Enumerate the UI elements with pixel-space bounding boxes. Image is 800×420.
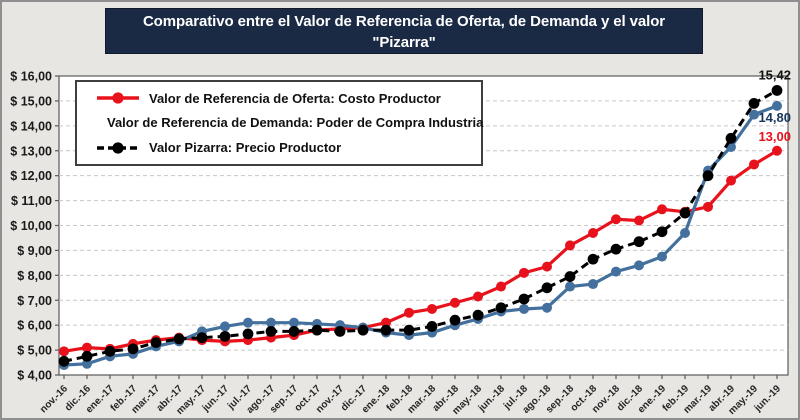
series-0-point [726,175,736,186]
series-2-point [403,324,415,336]
series-1-point [243,317,253,328]
series-0-point [82,342,92,353]
series-0-point [657,204,667,215]
legend-dot [112,92,124,104]
series-0-point [519,267,529,278]
y-tick-label: $ 16,00 [10,70,52,84]
series-1-point [289,317,299,328]
series-1-point [657,251,667,262]
series-0-point [427,303,437,314]
series-2-point [725,132,737,144]
series-0-point [473,291,483,302]
series-1-point [542,302,552,313]
y-tick-label: $ 10,00 [10,219,52,233]
series-0-point [772,145,782,156]
end-value-label: 14,80 [758,110,791,125]
series-0-point [749,159,759,170]
series-0-point [381,317,391,328]
series-1-point [634,260,644,271]
series-1-point [220,321,230,332]
series-1-point [749,109,759,120]
legend-label: Valor de Referencia de Demanda: Poder de… [107,115,484,131]
series-2-point [633,236,645,248]
series-2-point [127,343,139,355]
y-tick-label: $ 11,00 [11,194,52,208]
series-2-point [242,328,254,340]
series-2-point [541,282,553,294]
series-0-point [565,240,575,251]
legend: Valor de Referencia de Oferta: Costo Pro… [75,80,483,166]
series-2-point [173,333,185,345]
y-tick-label: $ 14,00 [10,119,52,133]
series-2-point [771,85,783,96]
series-2-point [81,350,93,362]
y-tick-label: $ 4,00 [17,369,52,383]
series-2-point [702,170,714,182]
y-tick-label: $ 6,00 [17,319,52,333]
legend-item-1: Valor de Referencia de Demanda: Poder de… [97,115,484,131]
series-0-point [588,227,598,238]
series-2-point [587,253,599,265]
end-value-label: 15,42 [758,67,791,82]
series-1-point [772,100,782,111]
series-2-point [656,226,668,238]
series-2-point [380,324,392,336]
series-2-point [495,302,507,314]
series-2-point [104,345,116,357]
legend-marker-icon [97,142,139,154]
series-2-point [311,324,323,336]
series-2-point [265,325,277,337]
series-2-point [150,337,162,349]
series-1-point [680,227,690,238]
series-2-point [564,271,576,282]
series-2-point [334,325,346,337]
legend-item-2: Valor Pizarra: Precio Productor [97,140,481,155]
series-0-point [496,281,506,292]
series-2-point [610,243,622,255]
series-1-point [266,317,276,328]
series-2-point [449,314,461,326]
series-2-point [518,293,530,305]
series-0-point [59,346,69,357]
series-2-point [472,309,484,321]
series-2-point [357,324,369,336]
legend-dot [112,142,124,154]
series-1-point [82,358,92,369]
legend-label: Valor Pizarra: Precio Productor [149,140,342,156]
series-0-point [404,307,414,318]
series-2-point [58,355,70,367]
series-2-point [426,321,438,332]
series-0-point [611,214,621,225]
series-0-point [634,215,644,226]
y-tick-label: $ 5,00 [17,344,52,358]
series-2-point [748,98,760,109]
series-2-point [196,332,208,344]
x-tick-label: nov.-16 [38,383,70,415]
series-0-point [450,297,460,308]
series-0-point [542,261,552,272]
y-tick-label: $ 12,00 [10,169,52,183]
series-2-point [219,330,231,342]
y-tick-label: $ 8,00 [17,269,52,283]
series-2-point [679,207,691,219]
legend-item-0: Valor de Referencia de Oferta: Costo Pro… [97,91,481,106]
series-1-point [519,303,529,314]
chart-title: Comparativo entre el Valor de Referencia… [105,8,703,54]
y-tick-label: $ 9,00 [17,244,52,258]
y-tick-label: $ 13,00 [10,144,52,158]
series-1-point [588,279,598,290]
series-1-point [611,266,621,277]
series-2-point [288,325,300,337]
legend-label: Valor de Referencia de Oferta: Costo Pro… [149,90,441,106]
series-1-point [565,281,575,292]
y-tick-label: $ 15,00 [10,94,52,108]
y-tick-label: $ 7,00 [17,294,52,308]
legend-marker-icon [97,92,139,104]
series-0-point [703,201,713,212]
end-value-label: 13,00 [758,129,791,144]
